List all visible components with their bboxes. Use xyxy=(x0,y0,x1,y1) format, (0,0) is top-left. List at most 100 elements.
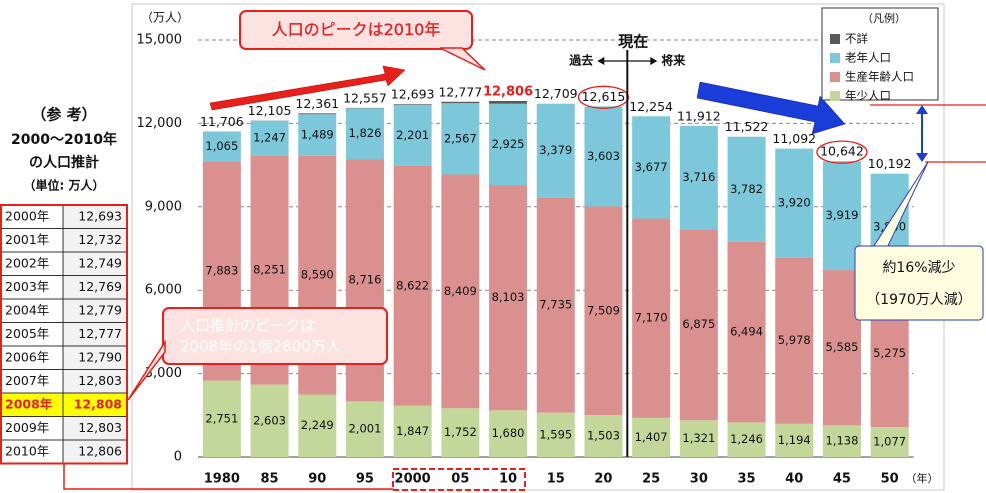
bar-segment xyxy=(822,425,861,457)
bar-segment xyxy=(727,422,766,457)
x-tick-label: 2000 xyxy=(395,472,431,487)
table-title: （単位: 万人） xyxy=(24,178,105,193)
total-label: 11,912 xyxy=(677,108,721,123)
bar-segment xyxy=(250,120,289,156)
table-value: 12,808 xyxy=(74,396,122,411)
segment-label: 3,716 xyxy=(682,170,715,184)
segment-label: 8,409 xyxy=(444,284,477,298)
total-label: 12,709 xyxy=(534,86,578,101)
bar-segment xyxy=(441,408,480,457)
segment-label: 2,201 xyxy=(396,128,429,142)
peak-callout xyxy=(239,10,473,50)
total-label: 12,615 xyxy=(582,89,626,104)
arrow-head xyxy=(916,153,928,162)
segment-label: 1,503 xyxy=(587,429,620,443)
table-value: 12,693 xyxy=(78,208,122,223)
segment-label: 3,603 xyxy=(587,149,620,163)
table-title: （参 考） xyxy=(31,106,96,124)
now-label: 現在 xyxy=(618,33,648,51)
segment-label: 1,321 xyxy=(682,431,715,445)
segment-label: 1,407 xyxy=(635,430,668,444)
segment-label: 6,494 xyxy=(730,325,763,339)
segment-label: 2,751 xyxy=(205,411,238,425)
bar-segment xyxy=(202,380,241,457)
total-label: 12,105 xyxy=(248,103,292,118)
arrow-head xyxy=(916,105,928,114)
x-tick-label: 1980 xyxy=(204,472,240,487)
highlight-circle xyxy=(577,85,630,109)
segment-label: 5,275 xyxy=(873,346,906,360)
y-tick-label: 6,000 xyxy=(145,283,182,298)
bar-segment xyxy=(345,401,384,457)
decrease-detail: （1970万人減） xyxy=(866,291,972,308)
decrease-text: 約16%減少 xyxy=(882,259,955,276)
bar-segment xyxy=(489,410,528,457)
table-value: 12,732 xyxy=(78,232,122,247)
bar-segment xyxy=(679,125,718,230)
x-tick-label: 45 xyxy=(833,472,851,487)
x-tick-label: 35 xyxy=(738,472,756,487)
x-tick-label: 40 xyxy=(785,472,803,487)
segment-label: 3,677 xyxy=(635,160,668,174)
bar-segment xyxy=(775,148,814,258)
table-year: 2006年 xyxy=(5,349,49,364)
segment-label: 2,925 xyxy=(492,137,525,151)
total-label: 12,693 xyxy=(391,87,435,102)
total-label: 12,254 xyxy=(629,99,673,114)
bar-segment xyxy=(298,394,337,457)
segment-label: 7,735 xyxy=(539,298,572,312)
segment-label: 2,567 xyxy=(444,131,477,145)
x-unit: （年） xyxy=(906,471,939,485)
bar-segment xyxy=(202,131,241,162)
segment-label: 8,590 xyxy=(301,268,334,282)
future-label: 将来 xyxy=(661,53,686,68)
arrow-head xyxy=(650,57,658,65)
y-tick-label: 9,000 xyxy=(145,199,182,214)
total-label: 10,642 xyxy=(820,144,864,159)
bar-segment xyxy=(536,197,575,413)
segment-label: 6,875 xyxy=(682,317,715,331)
segment-label: 8,622 xyxy=(396,278,429,292)
segment-label: 1,138 xyxy=(825,434,858,448)
x-tick-label: 15 xyxy=(547,472,565,487)
bar-segment xyxy=(679,229,718,421)
bar-segment xyxy=(775,423,814,457)
past-label: 過去 xyxy=(568,53,593,68)
x-tick-label: 95 xyxy=(356,472,374,487)
segment-label: 2,249 xyxy=(301,418,334,432)
y-unit: （万人） xyxy=(141,11,189,25)
y-tick-label: 0 xyxy=(174,450,182,465)
table-value: 12,803 xyxy=(78,373,122,388)
segment-label: 1,247 xyxy=(253,130,286,144)
y-tick-label: 3,000 xyxy=(145,366,182,381)
bar-segment xyxy=(536,103,575,198)
bar-segment xyxy=(489,103,528,186)
legend-title: （凡例） xyxy=(862,11,906,25)
table-year: 2000年 xyxy=(5,208,49,223)
bar-segment xyxy=(489,185,528,411)
highlight-circle xyxy=(816,140,868,164)
total-label: 11,092 xyxy=(772,131,816,146)
x-tick-label: 20 xyxy=(594,472,612,487)
bar-segment xyxy=(584,415,623,457)
legend-swatch xyxy=(830,72,840,82)
table-value: 12,779 xyxy=(78,302,122,317)
table-value: 12,790 xyxy=(78,349,122,364)
segment-label: 7,883 xyxy=(205,263,238,277)
segment-label: 1,752 xyxy=(444,425,477,439)
legend-swatch xyxy=(830,34,840,44)
segment-label: 2,001 xyxy=(348,422,381,436)
segment-label: 3,919 xyxy=(825,208,858,222)
segment-label: 1,077 xyxy=(873,435,906,449)
table-year: 2010年 xyxy=(5,443,49,458)
bar-segment xyxy=(775,257,814,424)
segment-label: 5,585 xyxy=(825,340,858,354)
callout-pointer xyxy=(127,339,166,401)
segment-label: 5,978 xyxy=(778,333,811,347)
x-tick-label: 85 xyxy=(261,472,279,487)
decrease-callout xyxy=(854,245,984,321)
segment-label: 3,920 xyxy=(778,196,811,210)
total-label: 11,522 xyxy=(725,119,769,134)
table-border xyxy=(0,204,128,465)
